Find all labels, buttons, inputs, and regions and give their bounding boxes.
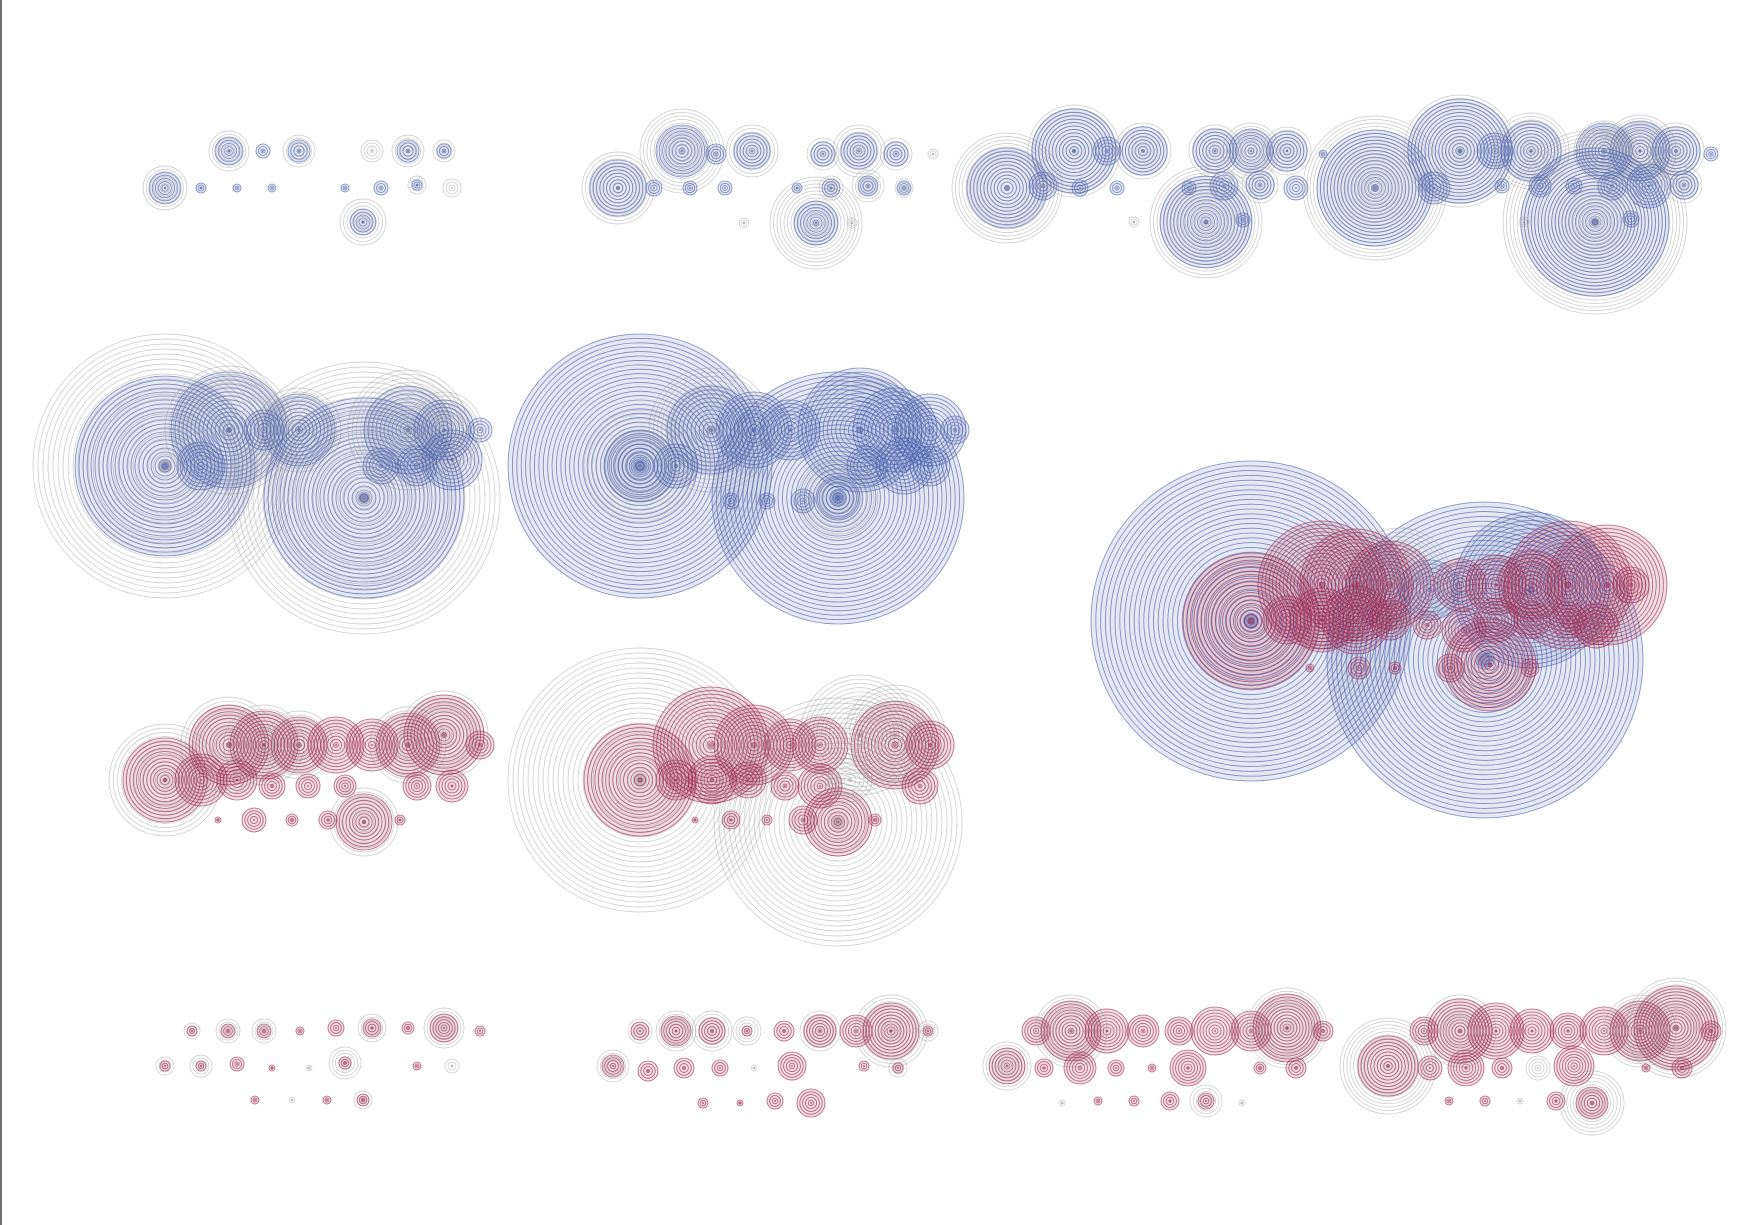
- panel-red-small-1: [155, 1007, 486, 1110]
- panel-blue-medium-4: [1302, 94, 1719, 315]
- panel-red-small-4: [1339, 977, 1727, 1136]
- panel-blue-small-1: [142, 130, 462, 246]
- panel-red-small-3: [982, 987, 1334, 1118]
- panel-blue-large-1: [32, 333, 501, 635]
- panel-red-small-2: [596, 994, 939, 1118]
- left-edge-line: [0, 0, 2, 1225]
- panel-mixed-overlay: [1090, 460, 1668, 819]
- panel-blue-small-2: [581, 108, 939, 270]
- panel-red-large-1: [108, 690, 495, 857]
- panel-blue-large-2: [507, 333, 970, 625]
- panel-blue-medium-3: [951, 104, 1328, 279]
- panel-red-large-2: [507, 647, 963, 947]
